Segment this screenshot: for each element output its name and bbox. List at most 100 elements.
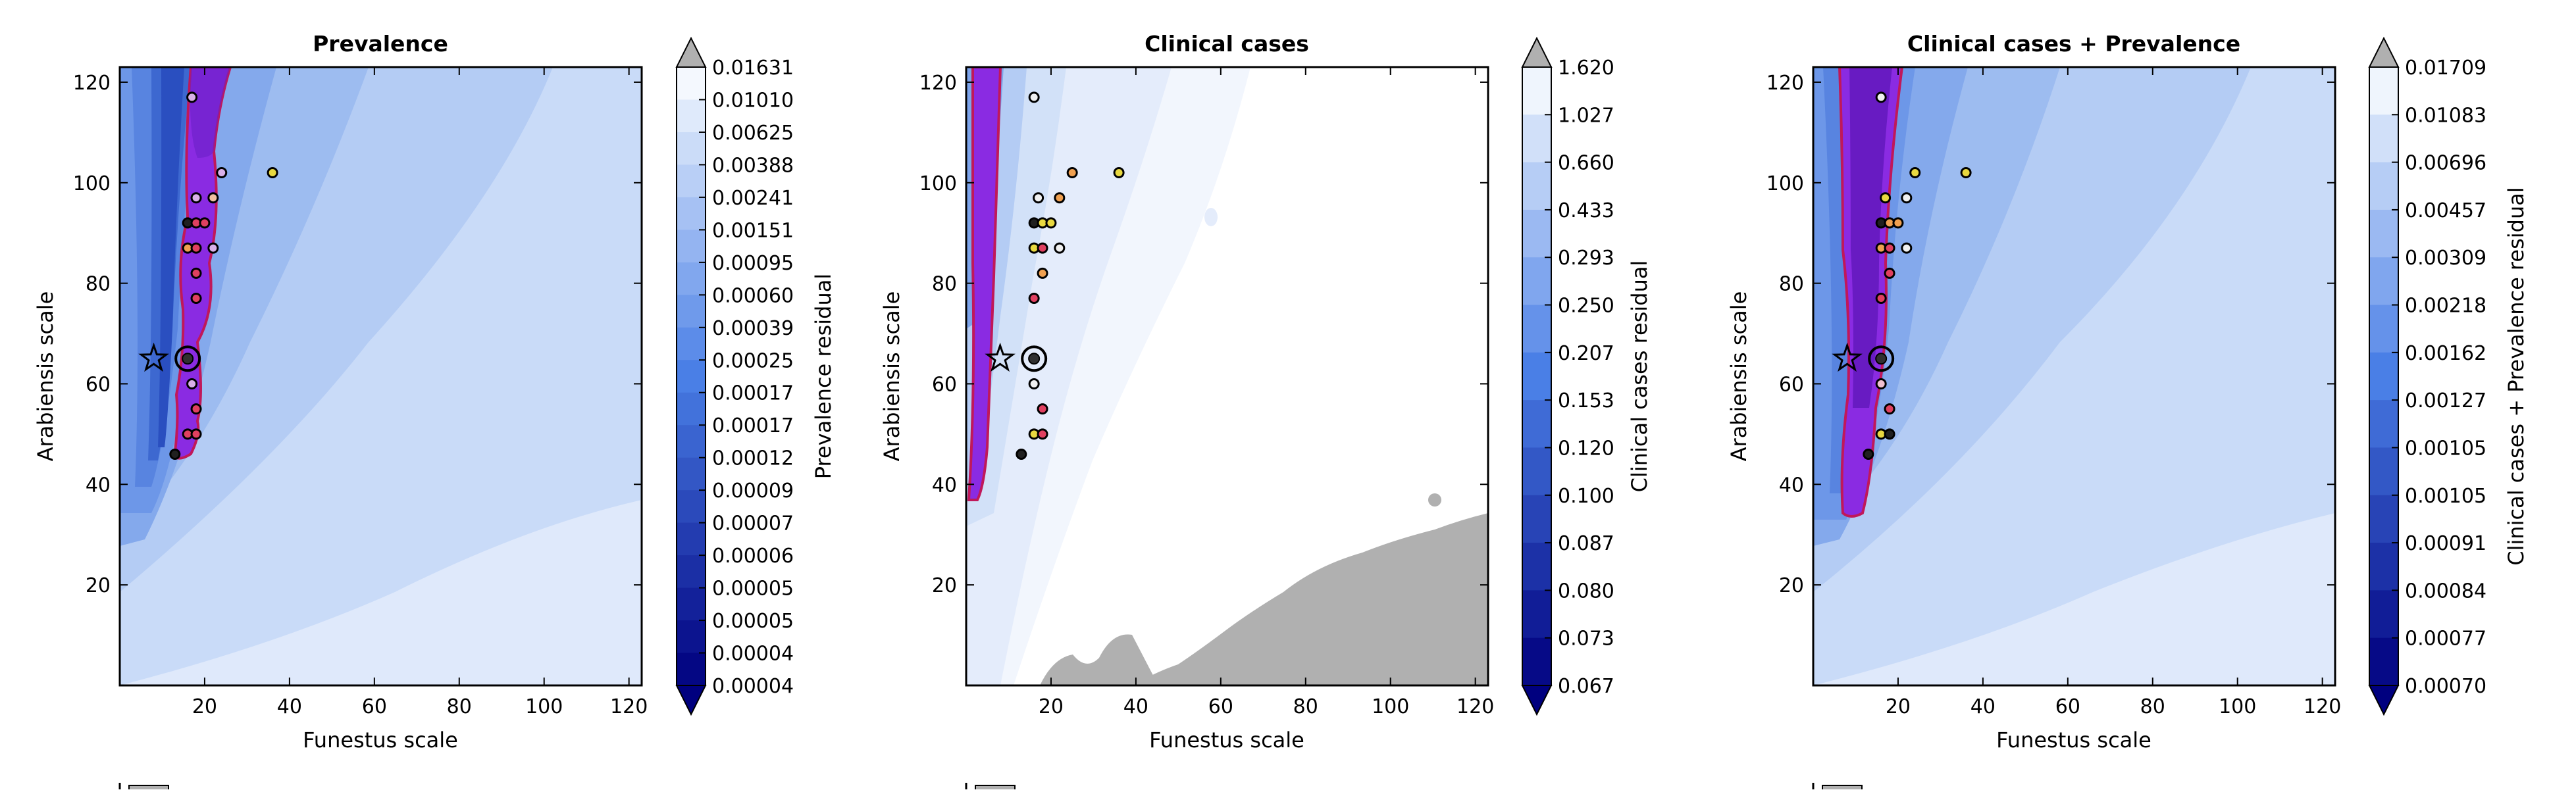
colorbar-band	[1522, 209, 1551, 258]
scatter-point	[199, 217, 211, 229]
colorbar-band	[677, 230, 706, 263]
scatter-point	[1892, 217, 1904, 229]
colorbar-band	[1522, 590, 1551, 639]
colorbar-band	[1522, 67, 1551, 115]
colorbar-band	[677, 457, 706, 491]
y-tick-label: 100	[919, 172, 957, 195]
colorbar-band	[677, 425, 706, 458]
scatter-point	[169, 448, 181, 460]
scatter-point	[1863, 448, 1874, 460]
scatter-point	[1880, 192, 1892, 204]
panel-prevalence: 20 40 60 80 100 120 20 40 60 80 100 120 Prevalence …	[33, 31, 836, 753]
colorbar-label: Prevalence residual	[811, 274, 836, 480]
y-tick-label: 40	[86, 474, 111, 497]
y-tick-label: 120	[73, 72, 111, 95]
scatter-point	[207, 192, 219, 204]
colorbar-tick-label: 0.100	[1558, 485, 1614, 508]
colorbar-tick-label: 0.01010	[712, 89, 794, 112]
colorbar-band	[1522, 305, 1551, 353]
scatter-point	[1066, 166, 1078, 178]
colorbar-band	[2369, 305, 2398, 353]
colorbar-tick-label: 0.00151	[712, 219, 794, 242]
colorbar-band	[2369, 209, 2398, 258]
x-tick-label: 80	[1293, 695, 1318, 718]
colorbar-band	[2369, 590, 2398, 639]
legend-fragment	[118, 783, 1863, 792]
y-tick-label: 20	[1779, 574, 1804, 597]
panel-title: Prevalence	[313, 31, 448, 57]
colorbar: 0.01709 0.01083 0.00696 0.00457 0.00309 0.002…	[2368, 36, 2486, 716]
colorbar-band	[1522, 400, 1551, 448]
scatter-point	[1875, 91, 1887, 103]
star-marker	[985, 342, 1016, 372]
contour-field	[1813, 67, 2335, 685]
star-marker	[1832, 342, 1863, 372]
plot-frame	[118, 66, 643, 687]
colorbar-tick-label: 0.00060	[712, 284, 794, 307]
colorbar-band	[2369, 637, 2398, 686]
contour-field	[120, 67, 642, 685]
scatter-point	[216, 166, 228, 178]
colorbar-tick-label: 0.660	[1558, 152, 1614, 175]
ringed-point-ring	[1868, 345, 1895, 372]
colorbar-band	[1522, 257, 1551, 306]
ringed-point	[182, 353, 194, 365]
colorbar-band	[677, 653, 706, 686]
colorbar: 0.01631 0.01010 0.00625 0.00388 0.00241 0.001…	[675, 36, 794, 716]
colorbar-band	[677, 555, 706, 589]
colorbar-frame	[676, 66, 706, 686]
colorbar-band	[677, 164, 706, 198]
colorbar-band	[1522, 543, 1551, 591]
x-tick-label: 100	[1372, 695, 1409, 718]
x-axis-label: Funestus scale	[1996, 728, 2151, 753]
colorbar-band	[677, 295, 706, 328]
x-tick-label: 100	[525, 695, 563, 718]
y-tick-label: 40	[932, 474, 957, 497]
scatter-point	[1884, 267, 1895, 279]
colorbar-label: Clinical cases residual	[1627, 260, 1652, 493]
markers	[1832, 91, 1972, 460]
colorbar-tick-label: 0.01631	[712, 57, 794, 80]
colorbar-band	[2369, 352, 2398, 401]
colorbar-band	[677, 522, 706, 556]
colorbar-band	[1522, 352, 1551, 401]
scatter-point	[1045, 217, 1057, 229]
y-tick-label: 120	[919, 72, 957, 95]
star-marker	[138, 342, 169, 372]
scatter-point	[190, 293, 202, 305]
colorbar-band	[2369, 67, 2398, 115]
y-axis-label: Arabiensis scale	[33, 291, 58, 462]
colorbar-band	[2369, 543, 2398, 591]
scatter-point	[1054, 192, 1066, 204]
colorbar-band	[677, 99, 706, 133]
colorbar: 1.620 1.027 0.660 0.433 0.293 0.250 0.207 0.153…	[1521, 36, 1614, 716]
colorbar-tick-label: 0.00625	[712, 122, 794, 145]
scatter-point	[190, 403, 202, 415]
axis-ticks: 20 40 60 80 100 120 20 40 60 80 100 120	[73, 67, 648, 718]
scatter-point	[267, 166, 278, 178]
x-tick-label: 100	[2219, 695, 2256, 718]
x-tick-label: 80	[2140, 695, 2165, 718]
x-tick-label: 60	[1208, 695, 1233, 718]
colorbar-band	[1522, 114, 1551, 163]
scatter-point	[190, 267, 202, 279]
scatter-point	[1033, 192, 1044, 204]
colorbar-frame	[1522, 66, 1552, 686]
panel-clinical-plus-prevalence: 20 40 60 80 100 120 20 40 60 80 100 120 Clinical ca…	[1726, 31, 2529, 753]
colorbar-tick-label: 0.00105	[2405, 485, 2486, 508]
colorbar-tick-label: 0.00004	[712, 643, 794, 666]
scatter-point	[1037, 428, 1048, 440]
scatter-point	[1960, 166, 1972, 178]
colorbar-tick-label: 0.433	[1558, 199, 1614, 222]
contour-field	[966, 67, 1488, 685]
colorbar-tick-label: 0.00091	[2405, 532, 2486, 555]
colorbar-band	[677, 197, 706, 230]
scatter-point	[1028, 378, 1040, 389]
colorbar-band	[1522, 162, 1551, 210]
x-tick-label: 120	[610, 695, 648, 718]
x-tick-label: 80	[447, 695, 472, 718]
colorbar-tick-label: 0.00005	[712, 578, 794, 601]
x-tick-label: 40	[277, 695, 302, 718]
ringed-point	[1875, 353, 1888, 365]
